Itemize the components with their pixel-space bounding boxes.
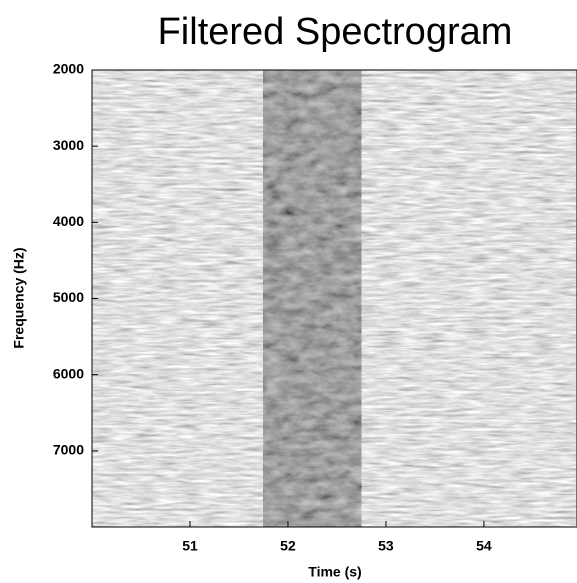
y-tick-label: 7000 <box>53 442 84 458</box>
dark-band <box>263 70 362 527</box>
x-tick-label: 52 <box>280 538 296 554</box>
x-tick-label: 51 <box>182 538 198 554</box>
chart-title: Filtered Spectrogram <box>158 11 513 53</box>
y-tick-label: 5000 <box>53 289 84 305</box>
y-axis-label: Frequency (Hz) <box>11 247 27 348</box>
plot-frame <box>91 69 577 528</box>
y-tick-label: 6000 <box>53 365 84 381</box>
y-tick-label: 3000 <box>53 137 84 153</box>
y-tick-label: 2000 <box>53 61 84 77</box>
x-tick-label: 54 <box>476 538 492 554</box>
x-axis-label: Time (s) <box>308 564 361 580</box>
y-tick-label: 4000 <box>53 213 84 229</box>
x-tick-label: 53 <box>378 538 394 554</box>
